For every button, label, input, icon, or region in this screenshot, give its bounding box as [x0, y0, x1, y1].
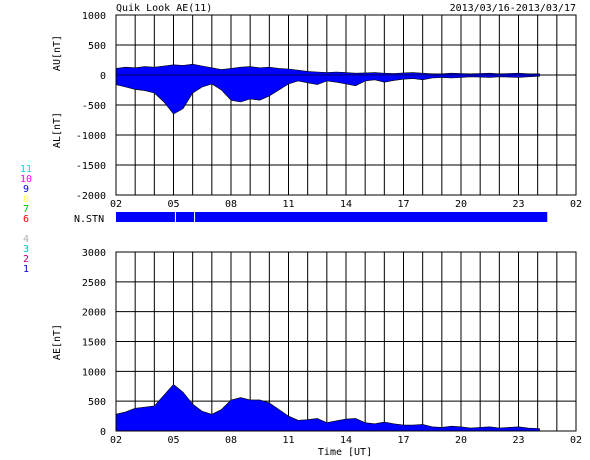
series-au-area	[115, 63, 540, 76]
au-al-y-tick-label: 1000	[82, 11, 106, 22]
station-count-legend-item: 3	[23, 244, 29, 255]
station-count-legend-item: 10	[20, 174, 32, 185]
ae-x-tick-label: 20	[455, 435, 467, 446]
al-axis-label: AL[nT]	[52, 112, 63, 148]
ae-y-tick-label: 2500	[82, 278, 106, 289]
ae-frame	[115, 251, 577, 432]
ae-y-tick-label: 1500	[82, 338, 106, 349]
chart-title: Quik Look AE(11)	[116, 3, 212, 14]
station-count-legend-item: 5	[23, 224, 29, 235]
ae-y-tick-label: 2000	[82, 308, 106, 319]
station-count-legend-item: 11	[20, 164, 32, 175]
ae-y-tick-label: 3000	[82, 248, 106, 259]
station-count-legend-item: 4	[23, 234, 29, 245]
ae-x-tick-label: 23	[512, 435, 524, 446]
nstn-label: N.STN	[74, 214, 104, 225]
date-range: 2013/03/16-2013/03/17	[450, 3, 576, 14]
au-al-x-tick-label: 08	[225, 199, 237, 210]
au-al-y-tick-label: -1500	[76, 161, 106, 172]
au-al-x-tick-label: 11	[282, 199, 294, 210]
au-al-x-tick-label: 23	[512, 199, 524, 210]
ae-x-tick-label: 02	[570, 435, 582, 446]
au-al-x-tick-label: 02	[110, 199, 122, 210]
au-al-frame	[115, 14, 577, 196]
au-al-x-tick-label: 20	[455, 199, 467, 210]
station-count-legend-item: 9	[23, 184, 29, 195]
au-al-y-tick-label: -1000	[76, 131, 106, 142]
ae-x-tick-label: 11	[282, 435, 294, 446]
ae-axis-label: AE[nT]	[52, 324, 63, 360]
station-count-bar	[116, 212, 548, 222]
ae-x-tick-label: 05	[167, 435, 179, 446]
au-al-x-tick-label: 14	[340, 199, 352, 210]
au-axis-label: AU[nT]	[52, 35, 63, 71]
au-al-x-tick-label: 02	[570, 199, 582, 210]
ae-x-tick-label: 17	[397, 435, 409, 446]
ae-y-tick-label: 500	[88, 397, 106, 408]
series-ae-area	[115, 384, 540, 432]
station-count-legend-item: 6	[23, 214, 29, 225]
au-al-y-tick-label: 0	[100, 71, 106, 82]
au-al-x-tick-label: 05	[167, 199, 179, 210]
station-count-legend-item: 2	[23, 254, 29, 265]
station-count-legend-item: 1	[23, 264, 29, 275]
series-al-area	[115, 74, 540, 115]
ae-x-tick-label: 14	[340, 435, 352, 446]
ae-x-tick-label: 08	[225, 435, 237, 446]
x-axis-label: Time [UT]	[318, 447, 372, 458]
ae-y-tick-label: 1000	[82, 367, 106, 378]
ae-y-tick-label: 0	[100, 427, 106, 438]
au-al-x-tick-label: 17	[397, 199, 409, 210]
ae-x-tick-label: 02	[110, 435, 122, 446]
station-count-legend-item: 8	[23, 194, 29, 205]
au-al-y-tick-label: -500	[82, 101, 106, 112]
station-count-legend-item: 7	[23, 204, 29, 215]
au-al-y-tick-label: -2000	[76, 191, 106, 202]
au-al-y-tick-label: 500	[88, 41, 106, 52]
